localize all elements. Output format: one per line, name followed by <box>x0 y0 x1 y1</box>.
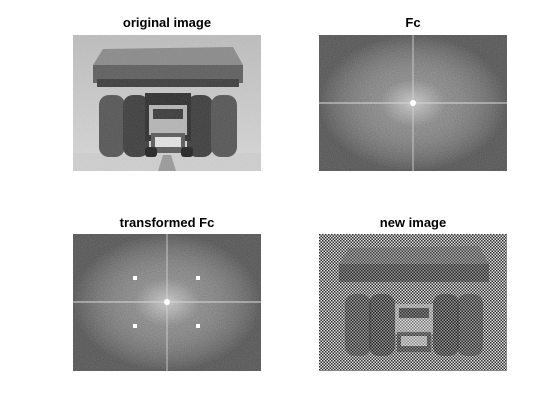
panel-title-original-image: original image <box>122 15 212 30</box>
spectrum-peak-dot <box>133 276 137 280</box>
fc-spectrum <box>319 35 507 171</box>
fc-spectrum-plot <box>319 35 507 171</box>
truck-photo <box>73 35 261 171</box>
panel-title-new-image: new image <box>379 215 447 230</box>
panel-title-transformed-fc: transformed Fc <box>119 215 215 230</box>
spectrum-peak-dot <box>196 276 200 280</box>
spectrum-peak-dot <box>133 324 137 328</box>
transformed-fc-plot <box>73 234 261 371</box>
panel-title-fc: Fc <box>405 15 421 30</box>
original-image-plot <box>73 35 261 171</box>
transformed-fc-spectrum <box>73 234 261 371</box>
spectrum-peak-dot <box>196 324 200 328</box>
reconstructed-truck <box>319 234 507 371</box>
new-image-plot <box>319 234 507 371</box>
